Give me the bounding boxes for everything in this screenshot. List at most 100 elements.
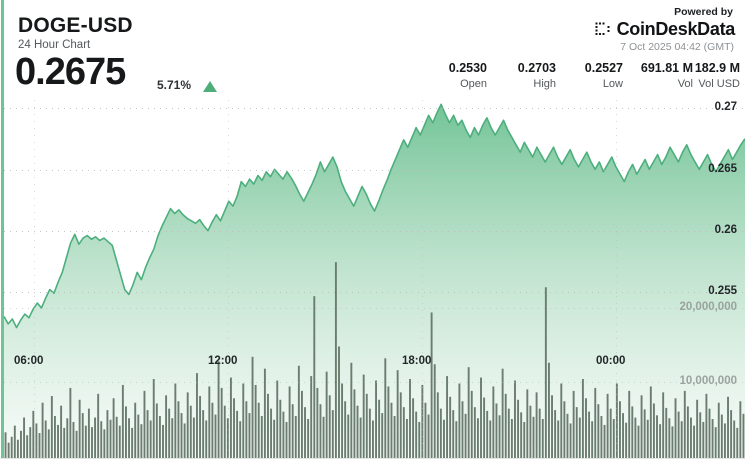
volume-bar [81,413,84,459]
volume-bar [347,414,350,459]
volume-bar [69,387,72,459]
volume-bar [498,415,501,459]
stat-label: Vol USD [698,78,740,90]
time-axis-label-1800: 18:00 [402,355,432,367]
volume-bar [514,380,516,459]
volume-bar [390,402,393,459]
volume-bar [168,408,171,459]
volume-bar [736,427,739,459]
volume-bar [603,424,606,459]
volume-bar [177,401,180,459]
stat-vol-usd: 182.9 M Vol USD [662,61,740,92]
volume-bar [267,393,269,459]
volume-bar [131,427,134,459]
volume-bar [560,383,563,459]
volume-axis-label-10000000: 10,000,000 [679,375,737,387]
gridline-price-0.27 [4,108,745,109]
volume-bar [128,418,130,459]
volume-bar [334,262,337,459]
volume-bar [464,413,467,459]
volume-bar [427,414,430,459]
volume-bar [696,399,699,459]
stat-label: Low [602,78,623,90]
volume-bar [634,417,637,459]
volume-bar [97,393,100,459]
volume-bar [680,421,683,459]
volume-bar [483,397,486,459]
volume-bar [557,420,560,459]
volume-bar [143,390,146,459]
volume-bar [702,421,705,459]
volume-bar [723,423,726,459]
volume-bar [47,429,50,459]
volume-bar [245,401,248,459]
volume-bar [13,425,16,459]
volume-bar [612,419,615,459]
volume-bar [359,417,362,459]
volume-bar [430,312,433,459]
volume-bar [205,420,208,459]
volume-bar [547,362,550,459]
volume-bar [223,405,226,459]
volume-bar [328,395,331,459]
volume-bar [393,416,396,459]
volume-bar [733,420,736,459]
volume-bar [486,410,489,459]
volume-bar [742,413,745,459]
volume-bar [424,402,427,459]
volume-bar [294,416,297,459]
volume-bar [226,418,229,459]
volume-bar [652,403,655,459]
volume-bar [350,362,353,459]
volume-bar [16,439,19,459]
volume-bar [467,367,470,459]
stat-label: High [533,78,556,90]
volume-bar [149,420,152,459]
volume-bar [501,368,504,459]
volume-bar [489,420,492,459]
volume-bar [233,398,235,459]
volume-bar [356,405,359,459]
volume-bar [331,410,334,459]
volume-bar [270,408,273,459]
gridline-time-0600 [34,100,35,459]
gridline-time-1800 [422,100,423,459]
volume-bar [476,418,479,459]
volume-bar [575,407,578,459]
volume-bar [174,383,177,459]
price-axis-label-0.255: 0.255 [708,285,737,297]
volume-bar [152,379,155,459]
gridline-time-1200 [228,100,229,459]
volume-bar [686,406,689,459]
volume-bar [739,401,742,459]
volume-bar [368,408,371,459]
stat-value: 0.2530 [448,61,487,75]
gridline-volume-10000000 [4,382,745,383]
volume-bar [412,398,415,459]
volume-bar [276,380,279,459]
volume-bar [566,413,569,459]
volume-bar [75,430,78,459]
volume-bar [50,396,53,459]
volume-bar [319,404,322,459]
volume-bar [137,414,140,459]
volume-bar [594,387,597,459]
volume-bar [180,413,183,459]
volume-bar [637,425,640,459]
volume-bar [310,376,313,459]
volume-bar [297,365,300,459]
brand-logo[interactable]: CoinDeskData [595,19,735,40]
volume-bar [649,386,652,459]
volume-bar [538,408,541,459]
brand-name: CoinDeskData [616,19,736,39]
volume-bar [146,410,149,459]
volume-bar [551,395,553,459]
volume-bar [66,418,69,459]
volume-bar [220,387,223,459]
volume-bar [690,417,692,459]
volume-bar [597,404,600,459]
volume-bar [23,417,26,459]
volume-bar [730,410,733,459]
